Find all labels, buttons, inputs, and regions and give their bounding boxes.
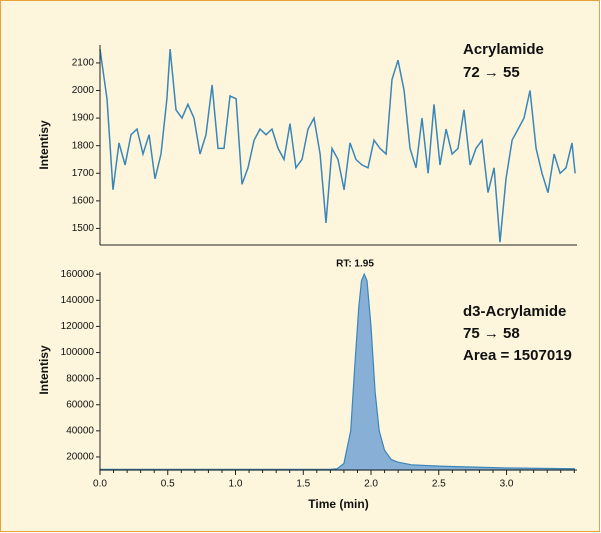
- y-tick-label: 40000: [66, 425, 94, 436]
- y-tick-label: 1600: [72, 196, 95, 207]
- y-tick-label: 2100: [72, 58, 95, 69]
- x-tick-label: 2.0: [364, 479, 378, 490]
- y-tick-label: 20000: [66, 452, 94, 463]
- x-tick-label: 3.0: [500, 479, 514, 490]
- annotation: Acrylamide: [463, 41, 544, 58]
- annotation: 72 → 55: [463, 64, 520, 81]
- data-area: [99, 272, 575, 471]
- data-line: [99, 48, 576, 243]
- annotation: d3-Acrylamide: [463, 303, 566, 320]
- x-tick-label: 1.5: [296, 479, 310, 490]
- y-tick-label: 100000: [61, 347, 95, 358]
- y-tick-label: 60000: [66, 399, 94, 410]
- y-tick-label: 2000: [72, 85, 95, 96]
- y-tick-label: 140000: [61, 295, 95, 306]
- y-axis-label: Intentisy: [37, 345, 51, 395]
- annotation: Area = 1507019: [463, 347, 572, 364]
- y-tick-label: 1900: [72, 113, 95, 124]
- y-tick-label: 1700: [72, 168, 95, 179]
- x-tick-label: 2.5: [432, 479, 446, 490]
- x-axis-label: Time (min): [308, 497, 368, 511]
- y-tick-label: 160000: [61, 269, 95, 280]
- y-tick-label: 1500: [72, 223, 95, 234]
- y-axis-label: Intentisy: [37, 120, 51, 170]
- x-tick-label: 0.5: [161, 479, 175, 490]
- annotation: 75 → 58: [463, 325, 520, 342]
- y-tick-label: 1800: [72, 140, 95, 151]
- y-tick-label: 80000: [66, 373, 94, 384]
- x-tick-label: 0.0: [93, 479, 107, 490]
- x-tick-label: 1.0: [229, 479, 243, 490]
- annotation: RT: 1.95: [336, 259, 374, 270]
- y-tick-label: 120000: [61, 321, 95, 332]
